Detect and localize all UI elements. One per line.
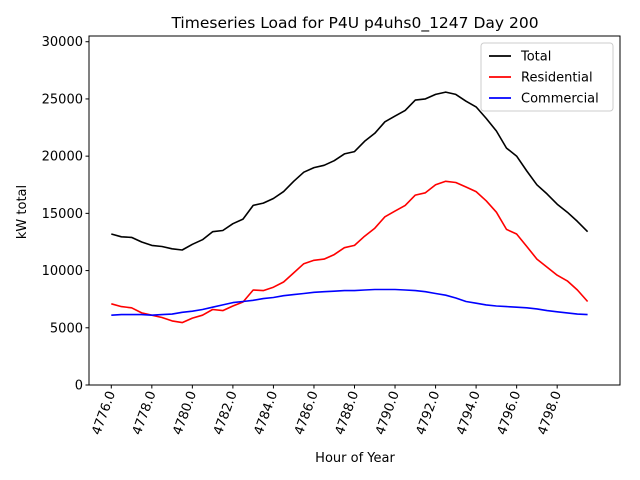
- x-tick-label: 4782.0: [211, 389, 241, 437]
- y-tick-label: 15000: [42, 207, 83, 222]
- x-tick-label: 4778.0: [130, 389, 160, 437]
- x-axis: 4776.0 4778.0 4780.0 4782.0 4784.0 4786.0 4788…: [89, 385, 565, 437]
- legend-label-residential: Residential: [521, 71, 593, 86]
- y-tick-label: 5000: [50, 321, 83, 336]
- series-line-residential: [111, 180, 589, 324]
- y-tick-label: 20000: [42, 150, 83, 165]
- y-axis-label: kW total: [15, 185, 30, 239]
- y-tick-label: 30000: [42, 35, 83, 50]
- x-tick-label: 4796.0: [495, 389, 525, 437]
- series-line-total: [111, 91, 589, 251]
- x-tick-label: 4794.0: [454, 389, 484, 437]
- legend: Total Residential Commercial: [480, 42, 614, 112]
- plot-lines: [111, 91, 589, 324]
- x-tick-label: 4792.0: [414, 389, 444, 437]
- x-tick-label: 4784.0: [252, 389, 282, 437]
- series-line-commercial: [111, 288, 588, 317]
- x-axis-label: Hour of Year: [315, 451, 395, 466]
- legend-label-commercial: Commercial: [521, 92, 599, 107]
- x-tick-label: 4776.0: [89, 389, 119, 437]
- y-tick-label: 0: [75, 379, 83, 394]
- y-tick-label: 25000: [42, 92, 83, 107]
- y-axis: 0 5000 10000 15000 20000 25000 30000: [42, 35, 89, 394]
- legend-frame: [480, 42, 614, 112]
- x-tick-label: 4788.0: [333, 389, 363, 437]
- y-tick-label: 10000: [42, 264, 83, 279]
- x-tick-label: 4790.0: [373, 389, 403, 437]
- x-tick-label: 4798.0: [535, 389, 565, 437]
- x-tick-label: 4780.0: [170, 389, 200, 437]
- legend-label-total: Total: [520, 50, 551, 65]
- chart-title: Timeseries Load for P4U p4uhs0_1247 Day …: [170, 14, 538, 33]
- x-tick-label: 4786.0: [292, 389, 322, 437]
